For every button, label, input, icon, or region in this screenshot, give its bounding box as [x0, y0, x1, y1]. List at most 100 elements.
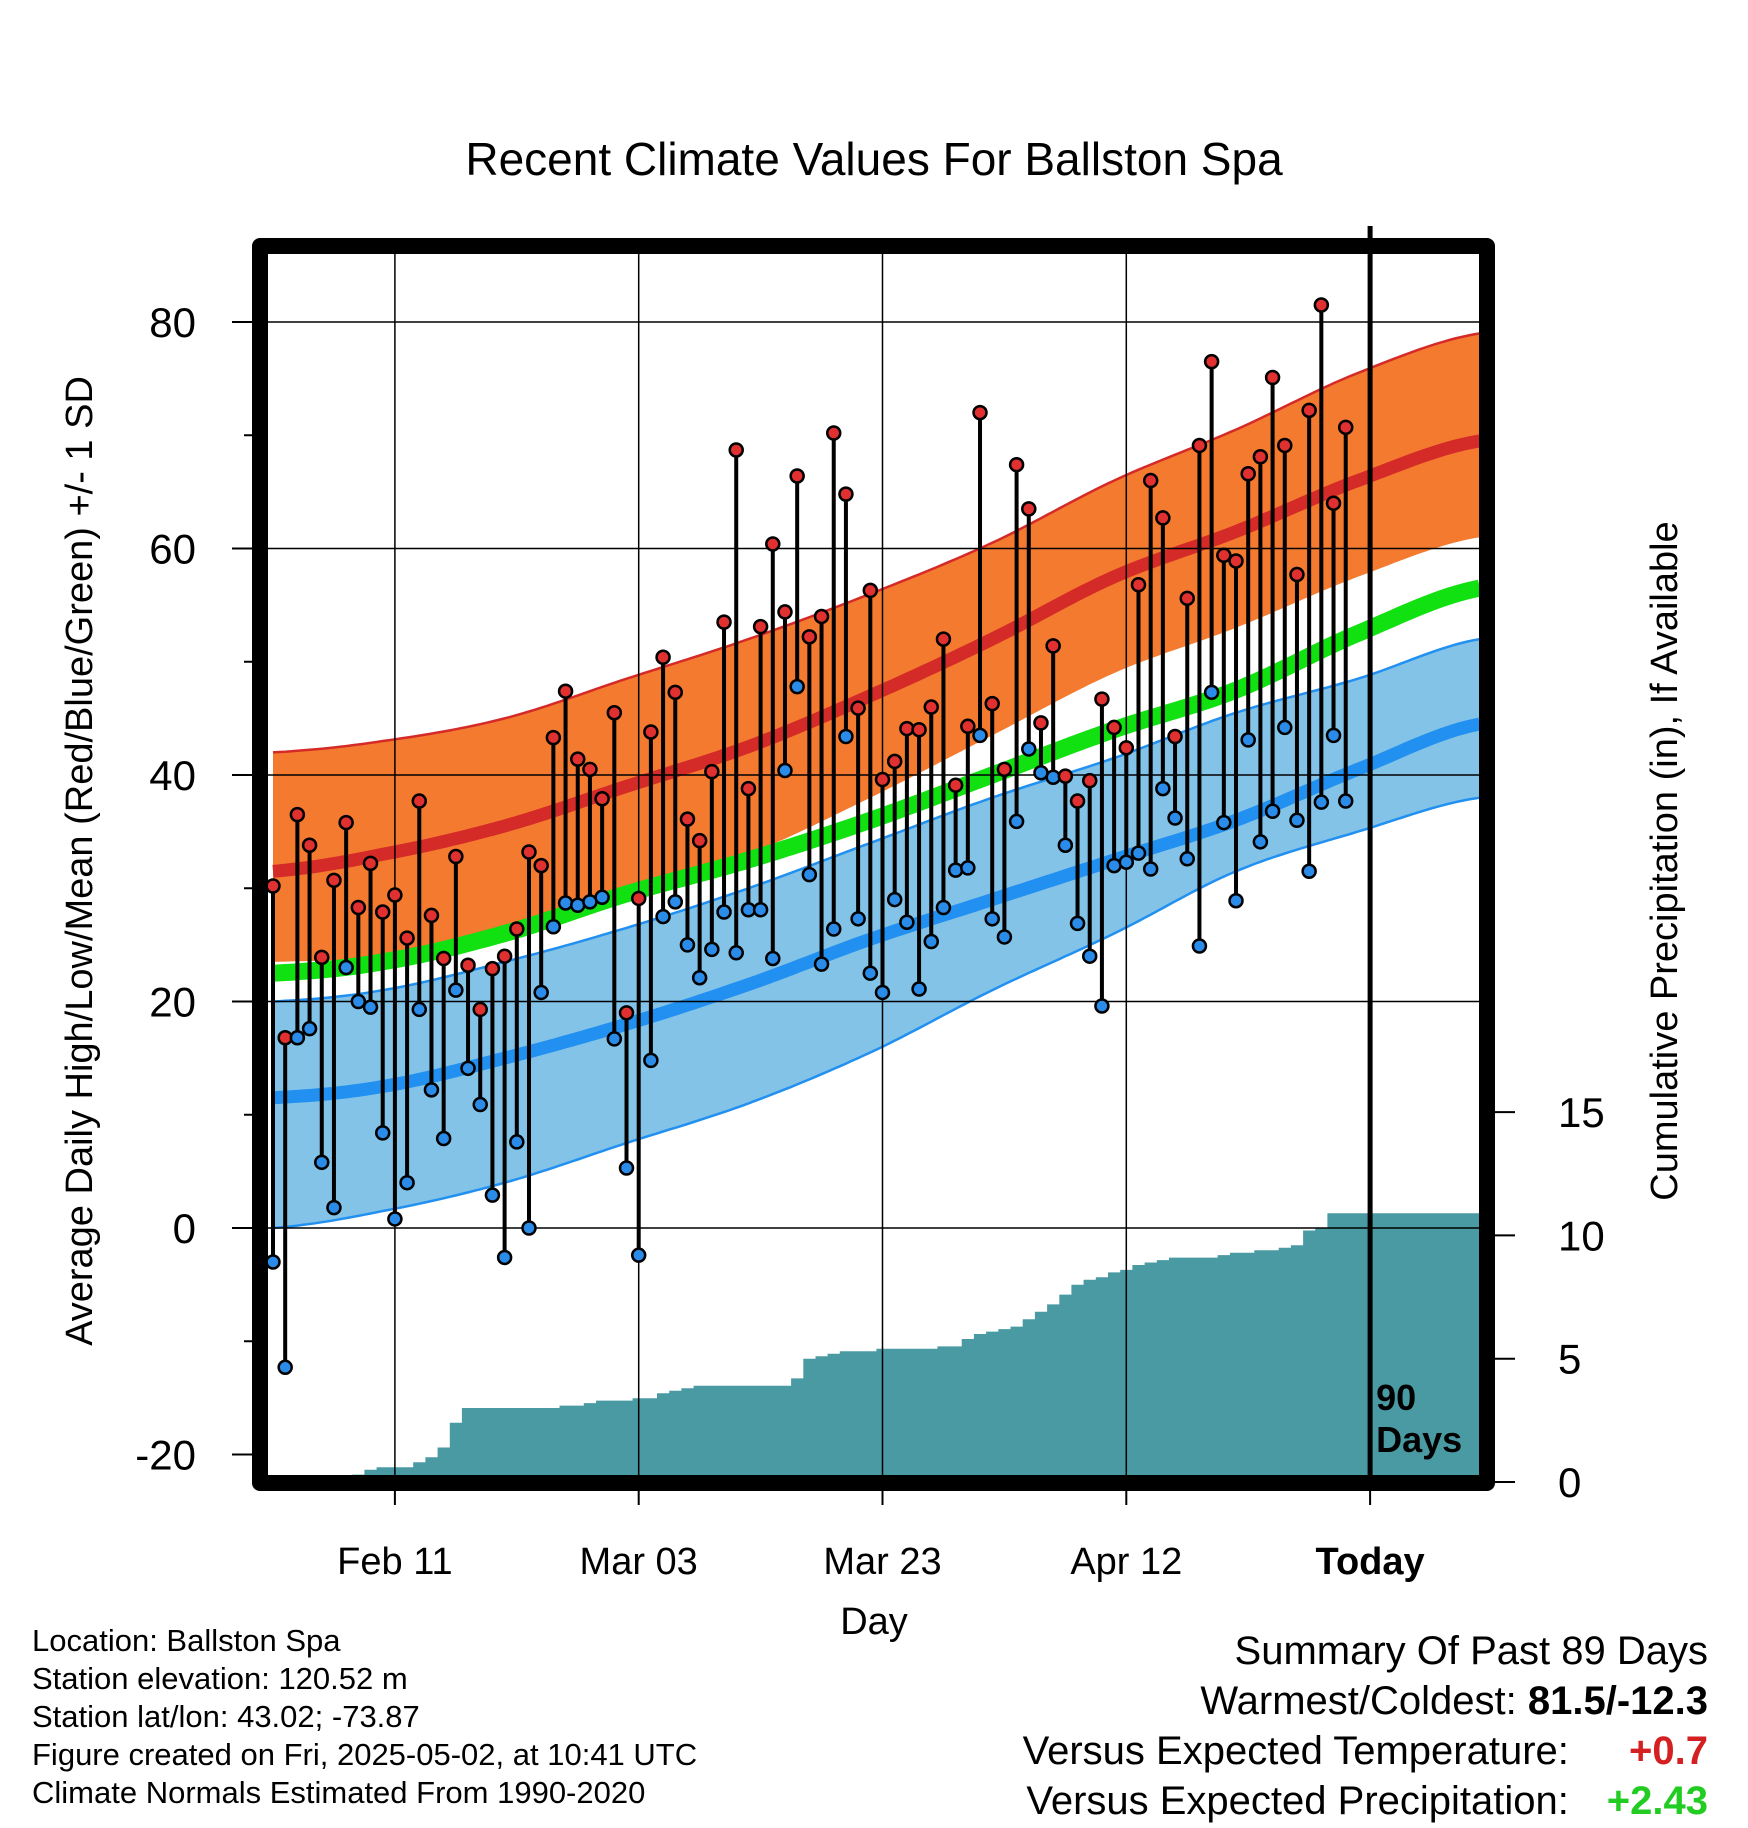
daily-low-point	[277, 1359, 293, 1376]
daily-high-point	[1203, 353, 1220, 370]
daily-high-point	[1191, 437, 1208, 454]
daily-low-point	[911, 981, 927, 997]
daily-high-point	[996, 761, 1013, 778]
daily-high-point	[1167, 728, 1183, 745]
left-tick-label: 20	[149, 979, 196, 1026]
daily-low-point	[460, 1060, 476, 1077]
daily-low-point	[435, 1130, 452, 1147]
daily-low-point	[374, 1125, 391, 1141]
daily-high-point	[789, 468, 805, 484]
axes: 80 60 40 20 0 -20 15 10 5 0 Feb 11 Mar 03 Mar 23 Apr …	[135, 238, 1605, 1583]
latlon-text: Station lat/lon: 43.02; -73.87	[32, 1699, 420, 1734]
plot-frame	[252, 238, 1495, 1491]
daily-low-point	[1325, 727, 1342, 744]
daily-high-point	[886, 753, 903, 770]
left-tick-label: 40	[149, 752, 196, 799]
daily-high-point	[850, 700, 866, 716]
daily-high-point	[1081, 772, 1098, 789]
daily-high-point	[1094, 691, 1110, 707]
daily-high-point	[1216, 547, 1232, 564]
daily-high-point	[1289, 566, 1305, 583]
daily-low-point	[704, 941, 720, 958]
daily-low-point	[1337, 793, 1354, 809]
daily-low-point	[1301, 863, 1317, 880]
daily-high-point	[972, 404, 988, 421]
daily-high-point	[362, 855, 379, 872]
daily-low-point	[472, 1096, 488, 1113]
daily-high-point	[265, 878, 281, 894]
daily-low-point	[301, 1020, 318, 1037]
daily-high-point	[801, 629, 818, 645]
daily-high-point	[874, 771, 891, 788]
right-tick-label: 15	[1558, 1089, 1605, 1136]
location-text: Location: Ballston Spa	[32, 1623, 341, 1658]
daily-low-point	[838, 728, 854, 745]
daily-low-point	[1289, 812, 1305, 829]
daily-high-point	[1301, 402, 1317, 419]
daily-low-point	[765, 950, 781, 967]
right-tick-label: 5	[1558, 1336, 1581, 1383]
mean-normal-line	[272, 579, 1482, 982]
elevation-text: Station elevation: 120.52 m	[32, 1661, 408, 1696]
daily-high-point	[1179, 590, 1195, 607]
daily-low-point	[1130, 845, 1147, 861]
daily-low-point	[545, 919, 562, 935]
daily-low-point	[1155, 780, 1171, 797]
daily-high-point	[1313, 297, 1330, 313]
daily-high-point	[740, 780, 757, 797]
x-tick-label: Today	[1316, 1541, 1425, 1583]
chart-title: Recent Climate Values For Ballston Spa	[465, 133, 1283, 185]
daily-high-point	[338, 814, 354, 831]
y-axis-label-left: Average Daily High/Low/Mean (Red/Blue/Gr…	[59, 376, 101, 1346]
daily-low-point	[899, 914, 915, 930]
daily-low-point	[825, 921, 842, 937]
daily-high-point	[533, 857, 549, 874]
daily-high-point	[752, 618, 769, 635]
daily-high-point	[911, 721, 927, 738]
x-tick-label: Apr 12	[1070, 1541, 1182, 1583]
daily-low-point	[850, 911, 866, 927]
daily-high-point	[1118, 740, 1135, 756]
daily-low-point	[960, 860, 976, 876]
daily-high-point	[570, 751, 586, 767]
warmest-value: 81.5/-12.3	[1527, 1679, 1708, 1723]
daily-low-point	[1277, 719, 1293, 736]
daily-high-point	[691, 832, 708, 849]
daily-low-point	[496, 1249, 513, 1266]
daily-low-point	[1203, 684, 1220, 701]
daily-low-point	[1264, 803, 1281, 819]
daily-low-point	[972, 727, 988, 744]
daily-high-point	[326, 872, 342, 889]
daily-low-point	[947, 862, 964, 878]
daily-low-point	[289, 1029, 306, 1046]
daily-high-point	[1337, 419, 1354, 436]
daily-low-point	[557, 895, 574, 911]
daily-low-point	[1179, 851, 1195, 867]
daily-high-point	[825, 425, 842, 441]
daily-low-point	[886, 891, 903, 908]
station-info: Location: Ballston Spa Station elevation…	[32, 1622, 697, 1812]
daily-low-point	[533, 984, 549, 1001]
daily-low-point	[509, 1134, 525, 1150]
left-tick-label: -20	[135, 1432, 196, 1479]
daily-high-point	[862, 582, 879, 599]
daily-high-point	[1021, 501, 1037, 517]
daily-low-point	[362, 999, 379, 1015]
warmest-label: Warmest/Coldest:	[1200, 1679, 1517, 1723]
daily-low-point	[996, 929, 1013, 945]
daily-high-point	[448, 848, 464, 865]
daily-high-point	[838, 486, 854, 502]
temperature-label: Versus Expected Temperature:	[1022, 1729, 1569, 1773]
precipitation-value: +2.43	[1606, 1779, 1708, 1823]
daily-low-point	[350, 993, 367, 1010]
daily-high-point	[984, 695, 1000, 712]
daily-low-point	[679, 937, 696, 953]
daily-high-point	[1008, 456, 1025, 473]
daily-high-point	[301, 837, 318, 853]
daily-low-point	[265, 1254, 281, 1270]
today-marker-label: Days	[1376, 1419, 1462, 1460]
daily-low-point	[691, 969, 708, 986]
daily-high-point	[460, 957, 476, 974]
